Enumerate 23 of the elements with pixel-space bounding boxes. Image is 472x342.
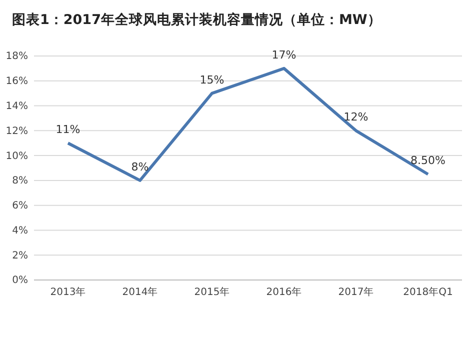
x-tick-label: 2016年 xyxy=(266,286,302,298)
x-tick-label: 2018年Q1 xyxy=(403,286,453,298)
x-tick-label: 2017年 xyxy=(338,286,374,298)
y-tick-label: 0% xyxy=(12,275,28,286)
chart-title: 图表1：2017年全球风电累计装机容量情况（单位：MW） xyxy=(12,11,382,28)
y-tick-label: 6% xyxy=(12,200,28,212)
y-tick-label: 8% xyxy=(12,176,28,187)
x-tick-label: 2013年 xyxy=(50,286,86,298)
y-tick-label: 4% xyxy=(12,225,28,236)
y-tick-label: 14% xyxy=(6,100,28,112)
data-label: 8.50% xyxy=(410,154,446,168)
y-tick-label: 2% xyxy=(12,250,28,262)
y-tick-label: 16% xyxy=(6,76,28,88)
x-tick-label: 2015年 xyxy=(194,286,230,298)
data-label: 8% xyxy=(131,160,149,174)
data-label: 15% xyxy=(200,73,224,86)
y-tick-label: 18% xyxy=(6,51,28,62)
data-label: 11% xyxy=(56,123,80,136)
data-label: 17% xyxy=(272,48,296,62)
data-label: 12% xyxy=(344,110,368,124)
y-tick-label: 10% xyxy=(6,150,28,162)
x-tick-label: 2014年 xyxy=(122,286,158,298)
y-tick-label: 12% xyxy=(6,126,28,137)
